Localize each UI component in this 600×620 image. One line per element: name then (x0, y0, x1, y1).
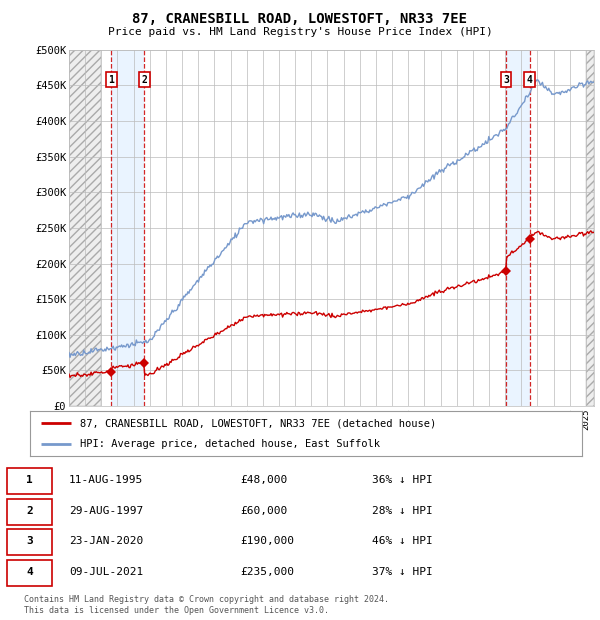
Text: 11-AUG-1995: 11-AUG-1995 (69, 475, 143, 485)
Text: Price paid vs. HM Land Registry's House Price Index (HPI): Price paid vs. HM Land Registry's House … (107, 27, 493, 37)
Text: 4: 4 (26, 567, 33, 577)
Text: 37% ↓ HPI: 37% ↓ HPI (372, 567, 433, 577)
Text: 1: 1 (108, 75, 114, 85)
Text: 2: 2 (142, 75, 147, 85)
Text: 36% ↓ HPI: 36% ↓ HPI (372, 475, 433, 485)
Text: £60,000: £60,000 (240, 506, 287, 516)
Text: 87, CRANESBILL ROAD, LOWESTOFT, NR33 7EE (detached house): 87, CRANESBILL ROAD, LOWESTOFT, NR33 7EE… (80, 418, 436, 428)
Text: 3: 3 (26, 536, 33, 546)
Text: 2: 2 (26, 506, 33, 516)
Bar (586, 50, 594, 406)
Text: 09-JUL-2021: 09-JUL-2021 (69, 567, 143, 577)
Bar (111, 50, 144, 406)
Text: £48,000: £48,000 (240, 475, 287, 485)
FancyBboxPatch shape (7, 529, 52, 556)
Bar (506, 50, 530, 406)
FancyBboxPatch shape (7, 498, 52, 525)
Text: £235,000: £235,000 (240, 567, 294, 577)
Bar (69, 50, 101, 406)
Text: 1: 1 (26, 475, 33, 485)
Text: £190,000: £190,000 (240, 536, 294, 546)
Text: HPI: Average price, detached house, East Suffolk: HPI: Average price, detached house, East… (80, 438, 380, 449)
Text: Contains HM Land Registry data © Crown copyright and database right 2024.
This d: Contains HM Land Registry data © Crown c… (24, 595, 389, 614)
Text: 23-JAN-2020: 23-JAN-2020 (69, 536, 143, 546)
Text: 4: 4 (527, 75, 533, 85)
FancyBboxPatch shape (7, 468, 52, 494)
Text: 28% ↓ HPI: 28% ↓ HPI (372, 506, 433, 516)
Text: 3: 3 (503, 75, 509, 85)
Text: 29-AUG-1997: 29-AUG-1997 (69, 506, 143, 516)
Text: 46% ↓ HPI: 46% ↓ HPI (372, 536, 433, 546)
FancyBboxPatch shape (7, 560, 52, 586)
Text: 87, CRANESBILL ROAD, LOWESTOFT, NR33 7EE: 87, CRANESBILL ROAD, LOWESTOFT, NR33 7EE (133, 12, 467, 27)
